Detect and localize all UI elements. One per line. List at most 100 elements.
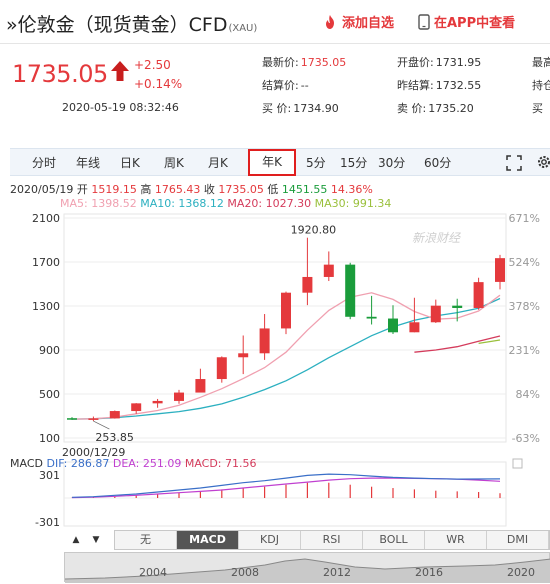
y-right-tick-label: 378% [509,300,540,313]
ma10-value: MA10: 1368.12 [140,197,224,210]
timeline-year-label: 2004 [139,566,167,579]
timeline-year-label: 2020 [507,566,535,579]
close-label: 收 [203,183,215,196]
indicator-tab-boll[interactable]: BOLL [363,531,425,549]
bar-percent: 14.36% [330,183,373,196]
macd-settings-box [512,458,523,469]
quote-field-label: 结算价: [262,79,299,92]
ma20-line [414,335,501,353]
gear-icon[interactable] [536,154,550,170]
quote-field-label: 昨结算: [397,79,434,92]
quote-field-value: 1732.55 [435,79,482,92]
quote-field-label: 最高 [532,56,550,69]
tab-10[interactable]: 60分 [424,156,452,170]
ma5-value: MA5: 1398.52 [60,197,137,210]
time-range-navigator[interactable]: 2004 2008 2012 2016 2020 [64,552,550,583]
y-tick-label: 900 [39,344,60,357]
ma30-line [478,339,501,345]
quote-field-label: 最新价: [262,56,299,69]
scroll-up-button[interactable]: ▲ [72,535,80,545]
indicator-tab-无[interactable]: 无 [115,531,177,549]
period-tabs: 分时 年线 日K 周K 月K 年K 5分 15分 30分 60分 [10,148,550,176]
candle-body [195,379,206,393]
ma-line: MA5: 1398.52 MA10: 1368.12 MA20: 1027.30… [60,197,391,210]
quote-field-value: 1735.20 [428,102,474,115]
change-value: +2.50 [134,58,171,72]
open-in-app-label: 在APP中查看 [434,16,516,31]
y-tick-label: 500 [39,388,60,401]
candle-body [430,305,441,323]
candle-body [345,264,356,317]
low-value: 1451.55 [281,183,328,196]
candle-body [409,322,420,333]
indicator-tab-dmi[interactable]: DMI [487,531,549,549]
high-label: 高 [140,183,152,196]
y-right-tick-label: 671% [509,212,540,225]
ma5-line [71,292,501,420]
indicator-tab-kdj[interactable]: KDJ [239,531,301,549]
candle-body [238,353,249,358]
tab-1[interactable]: 分时 [32,156,57,170]
candle-body [302,276,313,293]
quote-field-label: 持仓 [532,79,550,92]
indicator-tab-rsi[interactable]: RSI [301,531,363,549]
open-value: 1519.15 [91,183,137,196]
quote-field-value: 1735.05 [300,56,347,69]
candle-body [131,403,142,412]
macd-value: MACD: 71.56 [184,457,257,470]
indicator-tab-macd[interactable]: MACD [177,531,239,549]
candle-body [452,305,463,308]
timeline-year-label: 2016 [415,566,443,579]
quote-field: 结算价: -- [262,77,309,93]
tab-9[interactable]: 30分 [378,156,406,170]
quote-field: 买 价: 1734.90 [262,100,339,116]
add-favorite-label: 添加自选 [342,16,395,31]
candle-body [174,392,184,401]
candle-body [281,292,291,329]
macd-line: MACD DIF: 286.87 DEA: 251.09 MACD: 71.56 [10,457,257,470]
quote-field: 持仓 [532,77,550,93]
quote-field: 最高 [532,54,550,70]
y-tick-label: 2100 [32,212,60,225]
tab-8[interactable]: 15分 [340,156,368,170]
candle-body [109,411,120,419]
macd-tick-label: 301 [39,469,60,482]
indicator-tab-wr[interactable]: WR [425,531,487,549]
low-annotation: 253.85 [95,431,133,444]
ma10-line [71,297,501,420]
quote-field: 开盘价: 1731.95 [397,54,481,70]
y-right-tick-label: 524% [509,256,540,269]
tab-3[interactable]: 日K [120,156,140,170]
scroll-down-button[interactable]: ▼ [92,535,100,545]
dif-line [71,473,501,498]
candle-body [473,282,484,308]
candle-body [366,316,377,319]
quote-field-value: -- [300,79,309,92]
open-label: 开 [76,183,88,196]
fullscreen-icon[interactable] [506,155,522,171]
add-favorite-button[interactable]: 添加自选 [322,12,394,31]
candle-body [259,328,270,354]
ma30-value: MA30: 991.34 [314,197,392,210]
phone-icon [418,13,430,30]
quote-field-value: 1734.90 [293,102,339,115]
tab-6[interactable]: 年K [248,149,296,176]
tab-4[interactable]: 周K [164,156,184,170]
dif-value: DIF: 286.87 [46,457,110,470]
close-value: 1735.05 [218,183,264,196]
tab-7[interactable]: 5分 [306,156,326,170]
arrow-up-icon [111,61,129,81]
change-percent: +0.14% [134,77,183,91]
last-price: 1735.05 [12,60,108,88]
kline-chart[interactable]: 2100 671% 1700 524% 1300 378% 900 231% 500 84% 100… [0,200,550,528]
candle-body [216,357,227,380]
ma20-value: MA20: 1027.30 [227,197,312,210]
watermark-text: 新浪财经 [412,231,462,245]
tab-5[interactable]: 月K [208,156,228,170]
dea-value: DEA: 251.09 [112,457,182,470]
flame-icon [326,14,334,29]
indicator-tabs: 无 MACD KDJ RSI BOLL WR DMI [114,530,550,550]
open-in-app-button[interactable]: 在APP中查看 [418,12,515,31]
tab-2[interactable]: 年线 [76,156,101,170]
candle-body [152,400,163,404]
